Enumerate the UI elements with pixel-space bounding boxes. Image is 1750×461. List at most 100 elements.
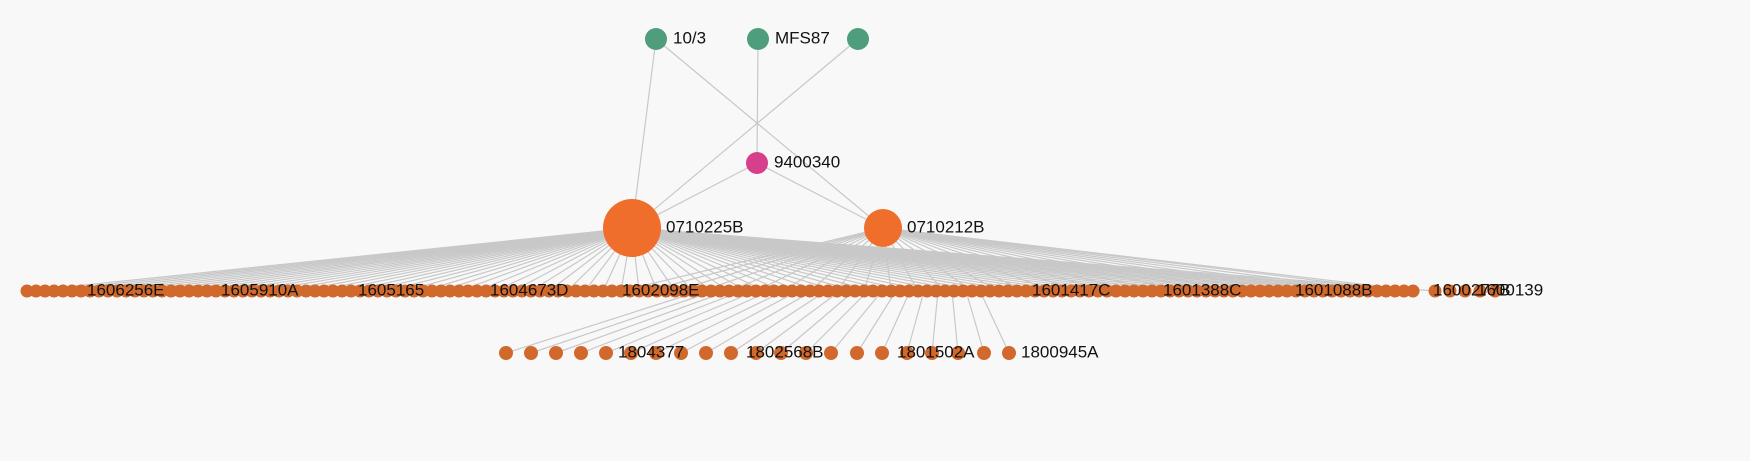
row1-node[interactable] [497, 284, 511, 298]
row1-node[interactable] [362, 284, 376, 298]
row1-node[interactable] [623, 284, 637, 298]
row1-node[interactable] [1073, 284, 1087, 298]
row1-node[interactable] [1343, 284, 1357, 298]
row1-node[interactable] [1262, 284, 1276, 298]
row1-node[interactable] [677, 284, 691, 298]
row1-node[interactable] [1388, 284, 1402, 298]
row1-node[interactable] [857, 284, 871, 298]
row1-node[interactable] [236, 284, 250, 298]
row2-node[interactable] [499, 346, 513, 360]
row2-node[interactable] [799, 346, 813, 360]
row2-node[interactable] [724, 346, 738, 360]
row1-node[interactable] [920, 284, 934, 298]
row1-node[interactable] [542, 284, 556, 298]
row1-node[interactable] [1298, 284, 1312, 298]
row1-node[interactable] [299, 284, 313, 298]
row1-node[interactable] [164, 284, 178, 298]
row2-node[interactable] [925, 346, 939, 360]
row1-node[interactable] [74, 284, 88, 298]
row2-node[interactable] [574, 346, 588, 360]
row1-node[interactable] [1154, 284, 1168, 298]
row1-node[interactable] [1370, 284, 1384, 298]
row1-node[interactable] [758, 284, 772, 298]
row1-node[interactable] [749, 284, 763, 298]
row1-node[interactable] [515, 284, 529, 298]
row1-node[interactable] [335, 284, 349, 298]
row1-node[interactable] [407, 284, 421, 298]
row1-node[interactable] [326, 284, 340, 298]
row1-node[interactable] [218, 284, 232, 298]
row1-node[interactable] [1028, 284, 1042, 298]
row1-node[interactable] [1361, 284, 1375, 298]
row1-node[interactable] [1091, 284, 1105, 298]
row1-node[interactable] [1199, 284, 1213, 298]
row2-node[interactable] [549, 346, 563, 360]
row1-node[interactable] [155, 284, 169, 298]
row1-node[interactable] [1001, 284, 1015, 298]
row1-node[interactable] [29, 284, 43, 298]
row1-node[interactable] [1443, 284, 1457, 298]
row1-node[interactable] [884, 284, 898, 298]
row1-node[interactable] [650, 284, 664, 298]
row1-node[interactable] [1316, 284, 1330, 298]
row1-node[interactable] [1334, 284, 1348, 298]
row2-node[interactable] [824, 346, 838, 360]
row1-node[interactable] [1208, 284, 1222, 298]
row1-node[interactable] [1244, 284, 1258, 298]
row1-node[interactable] [1226, 284, 1240, 298]
row1-node[interactable] [56, 284, 70, 298]
hub-node[interactable] [603, 199, 661, 257]
row1-node[interactable] [83, 284, 97, 298]
row1-node[interactable] [1136, 284, 1150, 298]
row1-node[interactable] [308, 284, 322, 298]
row2-node[interactable] [599, 346, 613, 360]
row1-node[interactable] [785, 284, 799, 298]
row1-node[interactable] [1280, 284, 1294, 298]
row1-node[interactable] [551, 284, 565, 298]
row1-node[interactable] [353, 284, 367, 298]
row1-node[interactable] [902, 284, 916, 298]
row2-node[interactable] [977, 346, 991, 360]
row1-node[interactable] [173, 284, 187, 298]
top-group-node[interactable] [847, 28, 869, 50]
row1-node[interactable] [1010, 284, 1024, 298]
row1-node[interactable] [1109, 284, 1123, 298]
row1-node[interactable] [533, 284, 547, 298]
row1-node[interactable] [587, 284, 601, 298]
row1-node[interactable] [479, 284, 493, 298]
row1-node[interactable] [1190, 284, 1204, 298]
row1-node[interactable] [1406, 284, 1420, 298]
row1-node[interactable] [776, 284, 790, 298]
row1-node[interactable] [848, 284, 862, 298]
row1-node[interactable] [1271, 284, 1285, 298]
row1-node[interactable] [722, 284, 736, 298]
row1-node[interactable] [488, 284, 502, 298]
row1-node[interactable] [1100, 284, 1114, 298]
row1-node[interactable] [317, 284, 331, 298]
row1-node[interactable] [956, 284, 970, 298]
row1-node[interactable] [137, 284, 151, 298]
row1-node[interactable] [281, 284, 295, 298]
row1-node[interactable] [272, 284, 286, 298]
row1-node[interactable] [641, 284, 655, 298]
row1-node[interactable] [92, 284, 106, 298]
row1-node[interactable] [209, 284, 223, 298]
row1-node[interactable] [1145, 284, 1159, 298]
row1-node[interactable] [1163, 284, 1177, 298]
row1-node[interactable] [1118, 284, 1132, 298]
row2-node[interactable] [850, 346, 864, 360]
row2-node[interactable] [875, 346, 889, 360]
row1-node[interactable] [992, 284, 1006, 298]
row1-node[interactable] [191, 284, 205, 298]
row1-node[interactable] [47, 284, 61, 298]
row1-node[interactable] [632, 284, 646, 298]
row1-node[interactable] [128, 284, 142, 298]
row1-node[interactable] [965, 284, 979, 298]
row1-node[interactable] [506, 284, 520, 298]
row1-node[interactable] [461, 284, 475, 298]
row1-node[interactable] [200, 284, 214, 298]
top-group-node[interactable] [747, 28, 769, 50]
row1-node[interactable] [524, 284, 538, 298]
row1-node[interactable] [830, 284, 844, 298]
row1-node[interactable] [371, 284, 385, 298]
